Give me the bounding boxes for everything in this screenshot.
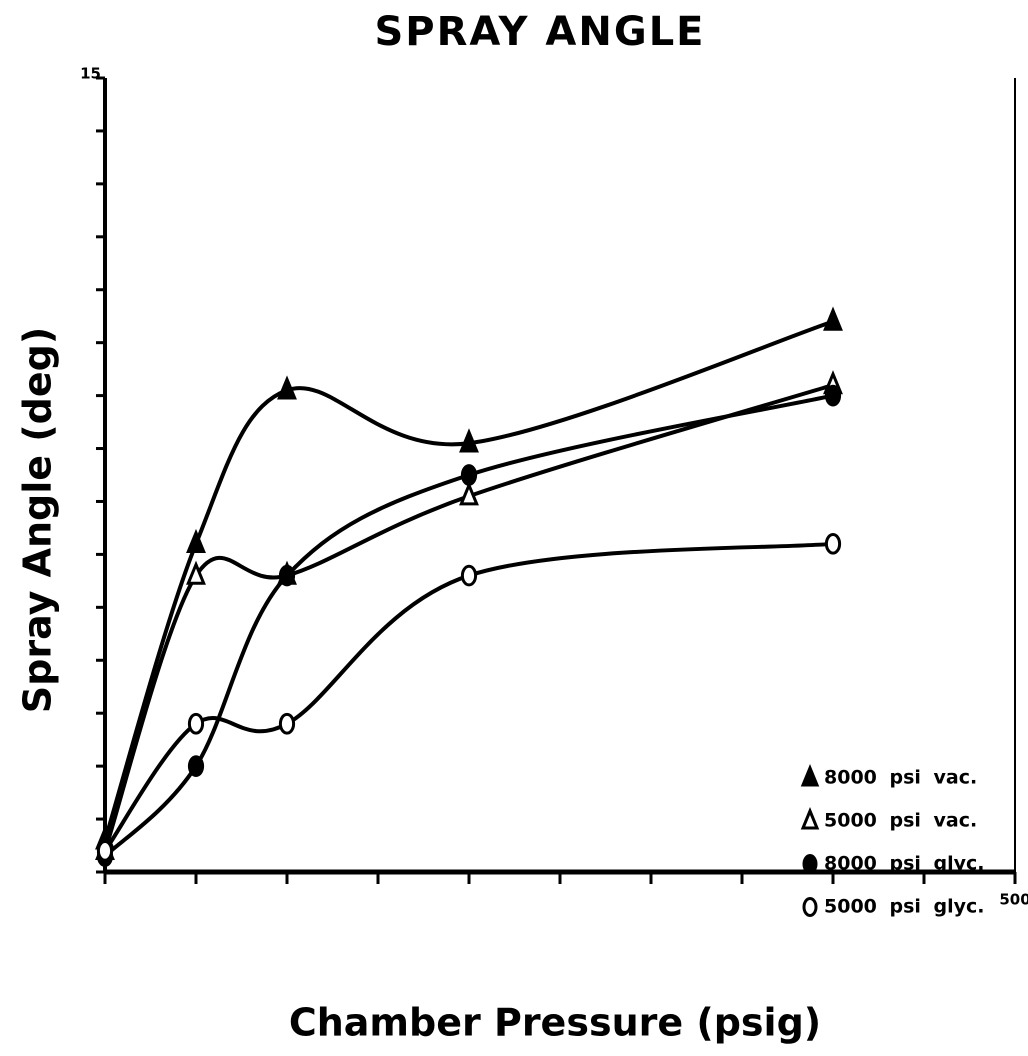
data-point: [186, 560, 206, 585]
data-point: [460, 564, 478, 587]
data-point: [824, 532, 842, 555]
data-point: [186, 528, 206, 554]
data-point: [278, 712, 296, 735]
x-limit-label: 500: [999, 891, 1028, 909]
data-point: [277, 375, 297, 400]
legend-label: 8000 psi vac.: [824, 767, 977, 789]
legend-symbol: [800, 764, 820, 787]
data-point: [278, 564, 296, 587]
series-line: [103, 393, 834, 858]
x-axis-label: Chamber Pressure (psig): [289, 1001, 821, 1045]
data-point: [823, 306, 843, 331]
legend-symbol: [802, 854, 818, 874]
data-point: [460, 464, 478, 486]
series-line: [103, 319, 834, 841]
series-line: [103, 541, 834, 852]
series-line: [103, 383, 834, 852]
legend-label: 5000 psi vac.: [824, 810, 977, 832]
legend-label: 5000 psi glyc.: [824, 896, 985, 918]
legend-label: 8000 psi glyc.: [824, 853, 985, 875]
data-point: [824, 384, 842, 407]
legend-symbol: [802, 897, 818, 917]
legend-symbol: [800, 807, 820, 830]
data-point: [187, 712, 205, 735]
chart-title: SPRAY ANGLE: [374, 9, 705, 55]
data-point: [187, 755, 205, 777]
y-axis-label: Spray Angle (deg): [16, 327, 60, 713]
y-limit-label: 15: [80, 65, 101, 83]
data-point: [96, 839, 114, 862]
data-point: [459, 481, 479, 506]
data-point: [459, 428, 479, 453]
